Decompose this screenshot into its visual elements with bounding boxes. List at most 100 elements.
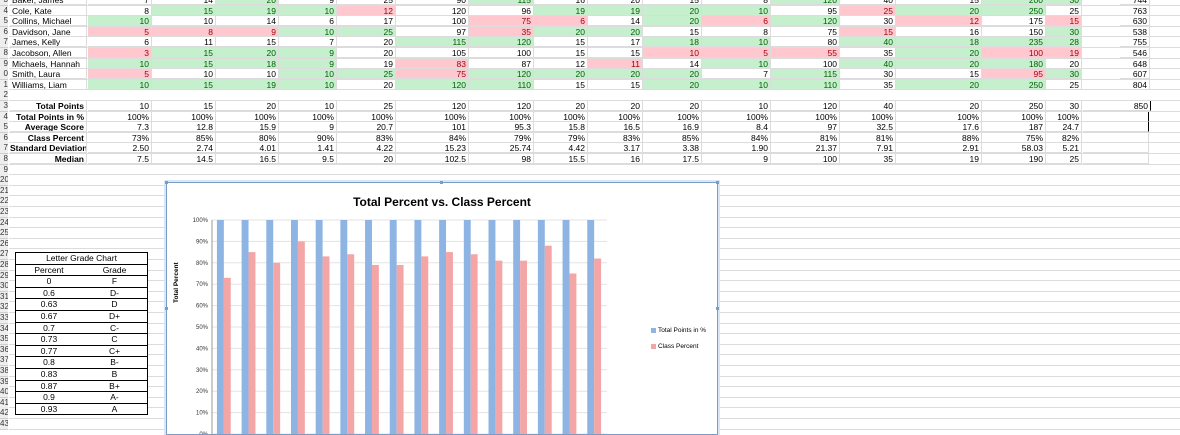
grade-cell[interactable]: A-	[110, 392, 119, 403]
row-header[interactable]: 20	[0, 175, 8, 187]
summary-value-cell[interactable]: 15.8	[534, 122, 588, 133]
summary-value-cell[interactable]: 83%	[588, 132, 643, 143]
score-cell[interactable]: 20	[588, 0, 643, 5]
summary-value-cell[interactable]: 10	[88, 101, 152, 111]
score-cell[interactable]: 15	[1046, 16, 1082, 27]
grade-cell[interactable]: C+	[108, 345, 121, 356]
summary-label-cell[interactable]: Average Score	[10, 122, 87, 133]
row-header[interactable]: 5	[0, 122, 8, 134]
summary-value-cell[interactable]: 100%	[771, 111, 840, 122]
score-cell[interactable]: 14	[643, 58, 702, 69]
row-header[interactable]: 34	[0, 323, 8, 335]
row-header[interactable]: 35	[0, 334, 8, 346]
score-cell[interactable]: 87	[469, 58, 534, 69]
summary-value-cell[interactable]: 80%	[216, 132, 279, 143]
score-cell[interactable]: 30	[1046, 26, 1082, 37]
score-cell[interactable]: 20	[896, 79, 982, 90]
score-cell[interactable]: 19	[216, 79, 279, 90]
score-cell[interactable]: 30	[1046, 0, 1082, 5]
summary-value-cell[interactable]: 100%	[643, 111, 702, 122]
summary-value-cell[interactable]: 9	[279, 122, 337, 133]
summary-value-cell[interactable]: 95.3	[469, 122, 534, 133]
summary-value-cell[interactable]: 120	[771, 101, 840, 111]
score-cell[interactable]: 10	[279, 5, 337, 16]
percent-cell[interactable]: 0.83	[40, 368, 58, 379]
score-cell[interactable]: 18	[896, 37, 982, 48]
score-cell[interactable]: 120	[396, 5, 469, 16]
summary-value-cell[interactable]: 15.9	[216, 122, 279, 133]
row-header[interactable]: 31	[0, 291, 8, 303]
summary-value-cell[interactable]: 16	[588, 154, 643, 164]
score-cell[interactable]: 40	[840, 0, 896, 5]
score-cell[interactable]: 10	[88, 79, 152, 90]
student-name-cell[interactable]: Michaels, Hannah	[10, 58, 87, 69]
grade-cell[interactable]: C	[111, 334, 118, 345]
score-cell[interactable]: 250	[982, 5, 1046, 16]
score-cell[interactable]: 20	[643, 16, 702, 27]
student-name-cell[interactable]: Cole, Kate	[10, 5, 87, 16]
percent-cell[interactable]: 0.67	[40, 310, 58, 321]
score-cell[interactable]: 15	[216, 37, 279, 48]
score-cell[interactable]: 20	[896, 48, 982, 58]
score-cell[interactable]: 9	[216, 26, 279, 37]
row-header[interactable]: 6	[0, 132, 8, 144]
score-cell[interactable]: 55	[771, 48, 840, 58]
grade-cell[interactable]: B+	[109, 380, 120, 391]
percent-cell[interactable]: 0.93	[40, 403, 58, 414]
score-cell[interactable]: 14	[588, 16, 643, 27]
score-cell[interactable]: 10	[702, 79, 771, 90]
summary-value-cell[interactable]: 100%	[840, 111, 896, 122]
summary-value-cell[interactable]: 79%	[534, 132, 588, 143]
summary-value-cell[interactable]: 100%	[534, 111, 588, 122]
summary-value-cell[interactable]: 24.7	[1046, 122, 1082, 133]
summary-value-cell[interactable]: 20	[588, 101, 643, 111]
score-cell[interactable]: 20	[337, 79, 396, 90]
row-header[interactable]: 22	[0, 196, 8, 208]
score-cell[interactable]: 15	[588, 79, 643, 90]
score-cell[interactable]: 120	[771, 0, 840, 5]
summary-value-cell[interactable]: 25	[1046, 154, 1082, 164]
row-header[interactable]: 33	[0, 313, 8, 324]
score-cell[interactable]: 10	[702, 37, 771, 48]
student-total-cell[interactable]: 648	[1120, 58, 1150, 69]
score-cell[interactable]: 19	[216, 5, 279, 16]
student-total-cell[interactable]: 546	[1120, 48, 1150, 58]
grade-cell[interactable]: C-	[110, 322, 119, 333]
score-cell[interactable]: 250	[982, 79, 1046, 90]
row-header[interactable]: 9	[0, 164, 8, 176]
resize-handle[interactable]	[165, 181, 168, 184]
student-total-cell[interactable]: 755	[1120, 37, 1150, 48]
score-cell[interactable]: 20	[216, 48, 279, 58]
score-cell[interactable]: 20	[588, 69, 643, 80]
summary-value-cell[interactable]: 20	[534, 101, 588, 111]
summary-value-cell[interactable]: 81%	[771, 132, 840, 143]
student-total-cell[interactable]: 630	[1120, 16, 1150, 27]
student-total-cell[interactable]: 744	[1120, 0, 1150, 5]
score-cell[interactable]: 150	[982, 26, 1046, 37]
summary-value-cell[interactable]: 21.37	[771, 143, 840, 154]
score-cell[interactable]: 10	[88, 16, 152, 27]
row-header[interactable]: 26	[0, 238, 8, 250]
score-cell[interactable]: 16	[534, 0, 588, 5]
summary-label-cell[interactable]: Total Points	[10, 101, 87, 111]
summary-value-cell[interactable]: 14.5	[152, 154, 216, 164]
summary-value-cell[interactable]: 9	[702, 154, 771, 164]
summary-value-cell[interactable]: 17.6	[896, 122, 982, 133]
score-cell[interactable]: 97	[396, 26, 469, 37]
row-header[interactable]: 2	[0, 90, 8, 102]
student-total-cell[interactable]: 538	[1120, 26, 1150, 37]
chart[interactable]: Total Percent vs. Class Percent Total Pe…	[165, 181, 719, 435]
score-cell[interactable]: 15	[896, 0, 982, 5]
score-cell[interactable]: 96	[469, 5, 534, 16]
score-cell[interactable]: 20	[534, 69, 588, 80]
score-cell[interactable]: 8	[702, 0, 771, 5]
percent-cell[interactable]: 0.63	[40, 299, 58, 310]
summary-value-cell[interactable]: 25	[337, 101, 396, 111]
score-cell[interactable]: 20	[643, 79, 702, 90]
percent-header[interactable]: Percent	[34, 264, 64, 275]
row-header[interactable]: 27	[0, 249, 8, 261]
score-cell[interactable]: 15	[588, 48, 643, 58]
resize-handle[interactable]	[716, 307, 719, 310]
row-header[interactable]: 3	[0, 101, 8, 112]
row-header[interactable]: 42	[0, 408, 8, 420]
